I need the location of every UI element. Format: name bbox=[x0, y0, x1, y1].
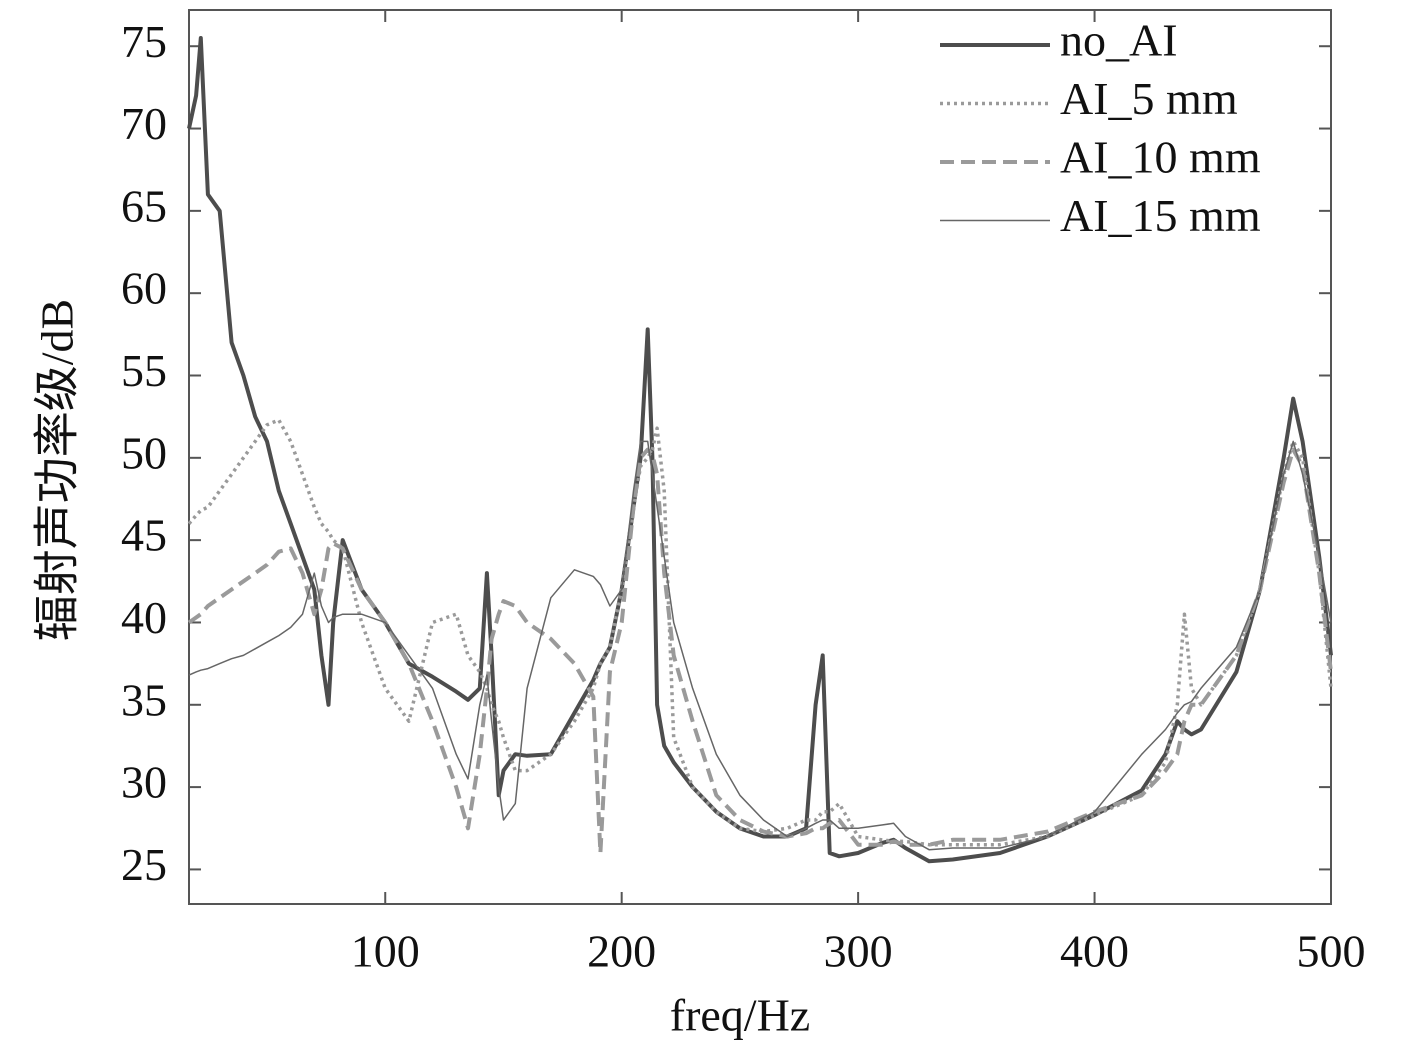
series-line bbox=[187, 418, 1333, 847]
x-tick-label: 300 bbox=[824, 926, 893, 977]
x-axis-label: freq/Hz bbox=[670, 990, 810, 1041]
series-line bbox=[187, 447, 1333, 855]
y-tick-label: 55 bbox=[121, 345, 167, 396]
legend-label: AI_5 mm bbox=[1060, 73, 1238, 124]
series-line bbox=[188, 440, 1332, 851]
y-tick-label: 25 bbox=[121, 839, 167, 890]
x-tick-label: 400 bbox=[1060, 926, 1129, 977]
y-axis-label: 辐射声功率级/dB bbox=[32, 299, 83, 641]
legend-label: AI_15 mm bbox=[1060, 190, 1261, 241]
x-tick-label: 100 bbox=[351, 926, 420, 977]
y-tick-label: 35 bbox=[121, 674, 167, 725]
y-tick-label: 30 bbox=[121, 757, 167, 808]
y-tick-label: 60 bbox=[121, 263, 167, 314]
x-tick-label: 200 bbox=[587, 926, 656, 977]
y-tick-label: 65 bbox=[121, 180, 167, 231]
legend-label: AI_10 mm bbox=[1060, 132, 1261, 183]
y-tick-label: 45 bbox=[121, 510, 167, 561]
y-tick-label: 70 bbox=[121, 98, 167, 149]
y-tick-label: 40 bbox=[121, 592, 167, 643]
legend-label: no_AI bbox=[1060, 15, 1178, 66]
y-tick-label: 50 bbox=[121, 427, 167, 478]
y-tick-label: 75 bbox=[121, 16, 167, 67]
x-tick-label: 500 bbox=[1297, 926, 1366, 977]
